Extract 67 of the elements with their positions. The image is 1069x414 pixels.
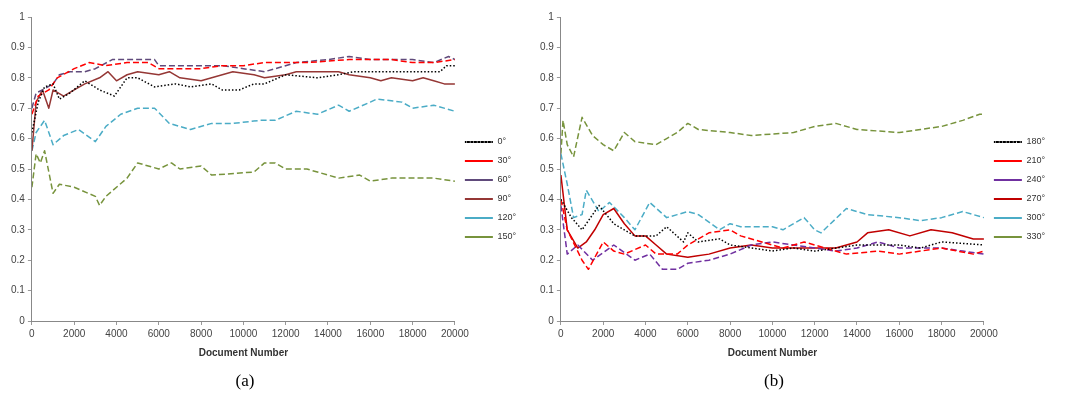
x-axis-title: Document Number	[727, 346, 818, 358]
x-tick-label: 8000	[189, 327, 213, 339]
line-series	[31, 55, 455, 109]
line-series	[560, 113, 984, 158]
legend-label: 330°	[1026, 231, 1046, 242]
y-tick-label: 0.6	[540, 132, 555, 144]
x-tick-label: 8000	[718, 327, 742, 339]
x-tick-label: 20000	[440, 327, 470, 339]
legend-label: 30°	[497, 155, 512, 166]
y-tick-label: 0.5	[11, 162, 26, 174]
y-tick-label: 0.5	[540, 162, 555, 174]
x-tick-label: 2000	[592, 327, 615, 339]
legend-label: 180°	[1026, 136, 1046, 147]
x-tick-label: 14000	[314, 327, 343, 339]
legend-label: 240°	[1026, 174, 1046, 185]
y-tick-label: 0.7	[11, 101, 26, 113]
legend-label: 150°	[497, 231, 517, 242]
y-tick-label: 0.7	[540, 101, 555, 113]
y-tick-label: 0.9	[540, 41, 555, 53]
x-tick-label: 10000	[758, 327, 787, 339]
line-series	[31, 150, 455, 207]
y-tick-label: 0.4	[540, 193, 555, 205]
x-tick-label: 12000	[800, 327, 830, 339]
x-tick-label: 0	[29, 327, 36, 339]
y-tick-label: 0	[19, 314, 26, 326]
legend-label: 270°	[1026, 193, 1046, 204]
legend-label: 60°	[497, 174, 512, 185]
y-tick-label: 0.1	[11, 284, 26, 296]
y-tick-label: 0	[548, 314, 555, 326]
x-tick-label: 0	[558, 327, 565, 339]
x-tick-label: 16000	[356, 327, 385, 339]
x-tick-label: 12000	[271, 327, 301, 339]
x-tick-label: 16000	[885, 327, 914, 339]
y-tick-label: 0.6	[11, 132, 26, 144]
y-tick-label: 1	[19, 10, 26, 22]
y-tick-label: 1	[548, 10, 555, 22]
x-tick-label: 14000	[843, 327, 872, 339]
x-tick-label: 10000	[229, 327, 258, 339]
y-tick-label: 0.2	[11, 253, 26, 265]
x-tick-label: 20000	[969, 327, 999, 339]
x-tick-label: 2000	[63, 327, 86, 339]
x-tick-label: 18000	[927, 327, 956, 339]
line-series	[31, 64, 455, 134]
x-axis-title: Document Number	[198, 346, 289, 358]
y-tick-label: 0.8	[540, 71, 555, 83]
line-series	[560, 198, 984, 252]
y-tick-label: 0.1	[540, 284, 555, 296]
x-tick-label: 6000	[147, 327, 171, 339]
y-tick-label: 0.3	[540, 223, 555, 235]
legend-label: 210°	[1026, 155, 1046, 166]
text: (a)	[234, 371, 256, 391]
y-tick-label: 0.9	[11, 41, 26, 53]
text: (b)	[763, 371, 785, 391]
y-tick-label: 0.3	[11, 223, 26, 235]
x-tick-label: 4000	[634, 327, 658, 339]
legend-label: 90°	[497, 193, 512, 204]
legend-label: 120°	[497, 212, 517, 223]
line-series	[31, 58, 455, 116]
legend-label: 300°	[1026, 212, 1046, 223]
x-tick-label: 6000	[676, 327, 700, 339]
x-tick-label: 18000	[398, 327, 427, 339]
y-tick-label: 0.2	[540, 253, 555, 265]
line-series	[560, 153, 984, 234]
legend-label: 0°	[497, 136, 507, 147]
x-tick-label: 4000	[105, 327, 129, 339]
y-tick-label: 0.8	[11, 71, 26, 83]
y-tick-label: 0.4	[11, 193, 26, 205]
